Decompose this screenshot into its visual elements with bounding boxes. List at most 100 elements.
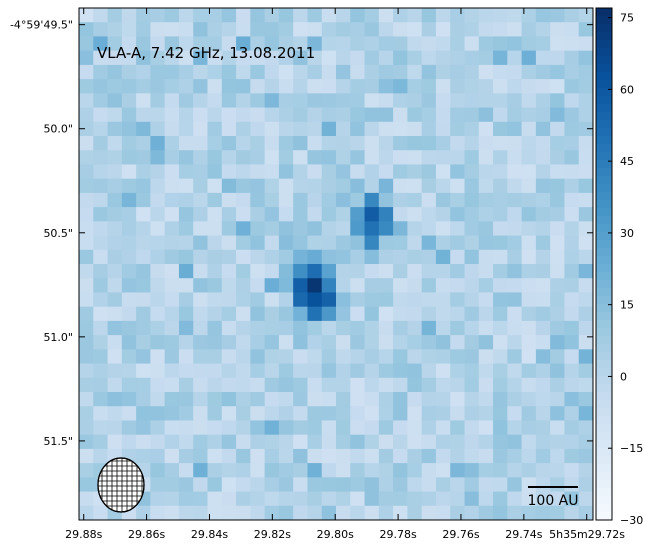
map-pixel <box>178 178 194 194</box>
colorbar-slice <box>596 160 612 169</box>
map-pixel <box>321 477 337 493</box>
map-pixel <box>493 207 508 222</box>
map-pixel <box>364 335 380 350</box>
map-pixel <box>321 420 337 436</box>
map-pixel <box>435 107 451 123</box>
map-pixel <box>493 150 508 166</box>
y-tick-label: -4°59'49.5" <box>10 19 73 32</box>
map-pixel <box>507 207 523 222</box>
map-pixel <box>236 50 251 66</box>
map-pixel <box>79 406 94 422</box>
map-pixel <box>264 207 280 222</box>
map-pixel <box>364 22 380 38</box>
map-pixel <box>350 121 366 137</box>
map-pixel <box>507 93 523 109</box>
map-pixel <box>193 64 209 80</box>
map-pixel <box>250 420 266 436</box>
map-pixel <box>564 136 580 151</box>
colorbar-slice <box>596 288 612 297</box>
map-pixel <box>378 392 394 407</box>
map-pixel <box>107 221 123 237</box>
map-pixel <box>336 221 351 237</box>
map-pixel <box>450 192 466 208</box>
map-pixel <box>550 93 566 109</box>
map-pixel <box>478 377 494 393</box>
map-pixel <box>93 107 109 123</box>
y-tick-label: 50.0" <box>43 123 73 136</box>
map-pixel <box>407 491 423 507</box>
map-pixel <box>264 392 280 407</box>
map-pixel <box>136 349 151 365</box>
map-pixel <box>278 22 294 38</box>
map-pixel <box>93 406 109 422</box>
map-pixel <box>493 377 508 393</box>
map-pixel <box>207 235 223 251</box>
map-pixel <box>79 64 94 80</box>
map-pixel <box>193 349 209 365</box>
map-pixel <box>535 36 551 52</box>
map-pixel <box>378 64 394 80</box>
map-pixel <box>378 335 394 350</box>
map-pixel <box>421 434 437 450</box>
map-pixel <box>550 64 566 80</box>
map-pixel <box>350 463 366 478</box>
map-pixel <box>578 363 593 379</box>
map-pixel <box>564 221 580 237</box>
map-pixel <box>336 93 351 109</box>
map-pixel <box>535 136 551 151</box>
map-pixel <box>278 477 294 493</box>
map-pixel <box>307 463 323 478</box>
map-pixel <box>564 420 580 436</box>
map-pixel <box>307 107 323 123</box>
map-pixel <box>550 491 566 507</box>
map-pixel <box>107 164 123 180</box>
map-pixel <box>478 121 494 137</box>
map-pixel <box>307 136 323 151</box>
map-pixel <box>107 36 123 52</box>
map-pixel <box>164 292 180 308</box>
map-pixel <box>178 164 194 180</box>
map-pixel <box>336 150 351 166</box>
map-pixel <box>150 178 166 194</box>
map-pixel <box>564 64 580 80</box>
map-pixel <box>578 36 593 52</box>
map-pixel <box>164 363 180 379</box>
map-pixel <box>264 36 280 52</box>
map-pixel <box>578 64 593 80</box>
map-pixel <box>293 392 309 407</box>
map-pixel <box>521 264 537 279</box>
map-pixel <box>478 264 494 279</box>
map-pixel <box>521 93 537 109</box>
map-pixel <box>507 150 523 166</box>
map-pixel <box>450 434 466 450</box>
map-pixel <box>407 136 423 151</box>
map-pixel <box>236 249 251 265</box>
map-pixel <box>364 36 380 52</box>
map-pixel <box>293 249 309 265</box>
map-pixel <box>221 434 237 450</box>
colorbar-slice <box>596 488 612 497</box>
map-pixel <box>378 463 394 478</box>
map-pixel <box>207 491 223 507</box>
map-pixel <box>221 406 237 422</box>
map-pixel <box>578 463 593 478</box>
map-pixel <box>535 320 551 336</box>
map-pixel <box>178 363 194 379</box>
colorbar-tick-label: −30 <box>620 514 643 527</box>
colorbar-slice <box>596 16 612 25</box>
map-pixel <box>507 320 523 336</box>
map-pixel <box>250 150 266 166</box>
map-pixel <box>136 50 151 66</box>
map-pixel <box>321 93 337 109</box>
map-pixel <box>464 150 480 166</box>
map-pixel <box>278 264 294 279</box>
map-pixel <box>107 150 123 166</box>
map-pixel <box>535 192 551 208</box>
map-pixel <box>164 278 180 294</box>
map-pixel <box>435 93 451 109</box>
map-pixel <box>79 392 94 407</box>
map-pixel <box>378 22 394 38</box>
colorbar: 75 60 45 30 15 0 −15 −30 <box>595 7 643 527</box>
map-pixel <box>336 278 351 294</box>
map-pixel <box>450 164 466 180</box>
